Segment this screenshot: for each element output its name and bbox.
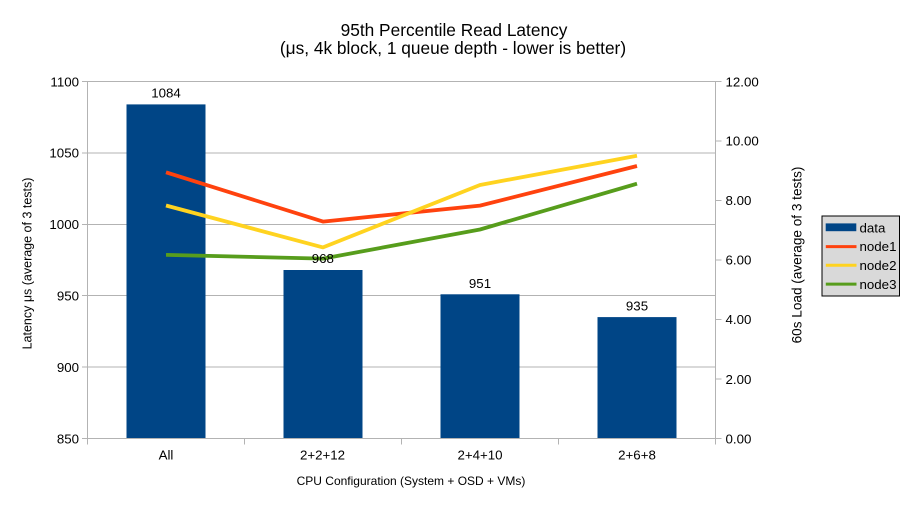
svg-text:node3: node3 [860, 277, 897, 292]
svg-text:2+6+8: 2+6+8 [618, 448, 656, 463]
svg-text:1100: 1100 [50, 74, 79, 89]
svg-text:Latency μs (average of 3 tests: Latency μs (average of 3 tests) [21, 178, 35, 350]
svg-text:1084: 1084 [151, 86, 181, 101]
svg-text:935: 935 [626, 299, 648, 314]
svg-text:1050: 1050 [49, 146, 79, 161]
svg-text:data: data [860, 220, 886, 235]
svg-text:60s Load (average of 3 tests): 60s Load (average of 3 tests) [790, 167, 805, 344]
svg-text:2.00: 2.00 [726, 372, 752, 387]
svg-text:1000: 1000 [49, 217, 79, 232]
svg-text:node2: node2 [860, 258, 897, 273]
svg-text:node1: node1 [860, 239, 897, 254]
svg-text:2+4+10: 2+4+10 [457, 448, 502, 463]
svg-text:8.00: 8.00 [726, 193, 752, 208]
svg-text:850: 850 [57, 431, 79, 446]
svg-text:900: 900 [57, 360, 79, 375]
svg-text:951: 951 [469, 276, 491, 291]
svg-text:4.00: 4.00 [726, 312, 752, 327]
svg-text:968: 968 [312, 251, 334, 266]
svg-text:0.00: 0.00 [726, 431, 752, 446]
svg-text:95th Percentile Read Latency: 95th Percentile Read Latency [341, 20, 568, 40]
svg-text:950: 950 [57, 289, 79, 304]
svg-text:10.00: 10.00 [726, 134, 759, 149]
svg-text:12.00: 12.00 [726, 74, 759, 89]
svg-text:2+2+12: 2+2+12 [300, 448, 345, 463]
svg-text:CPU Configuration (System + OS: CPU Configuration (System + OSD + VMs) [297, 474, 526, 488]
svg-text:6.00: 6.00 [726, 253, 752, 268]
svg-text:(μs, 4k block, 1 queue depth -: (μs, 4k block, 1 queue depth - lower is … [280, 38, 626, 58]
svg-text:All: All [159, 448, 174, 463]
